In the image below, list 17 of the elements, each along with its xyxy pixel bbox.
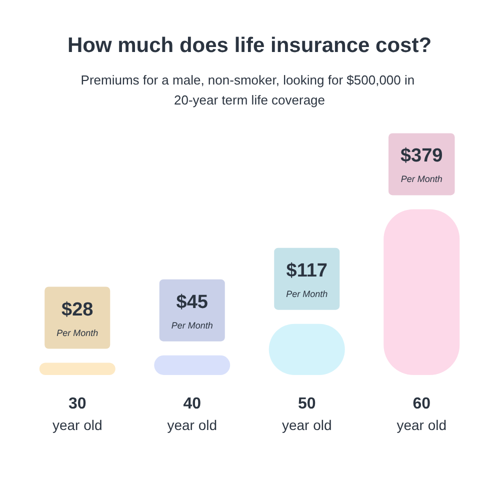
chart-title: How much does life insurance cost? (67, 34, 432, 57)
x-tick-label: 40 year old (167, 396, 218, 433)
data-label: $28 (62, 299, 94, 320)
data-label: $117 (286, 260, 328, 282)
annotation: Per Month (171, 320, 213, 330)
annotation: Per Month (56, 328, 98, 338)
data-label: $379 (400, 146, 443, 167)
x-tick-label: 30 year old (52, 396, 102, 433)
bar (39, 362, 116, 375)
x-tick-label: 50 year old (282, 396, 332, 433)
bar (384, 209, 460, 375)
data-label: $45 (176, 292, 208, 313)
text: Per Month (400, 174, 442, 184)
chart-subtitle: Premiums for a male, non-smoker, looking for $500,000 in 20-year term life coverage (80, 72, 418, 108)
x-tick-label: 60 year old (396, 396, 447, 433)
bar (154, 355, 230, 375)
annotation: Per Month (286, 288, 328, 299)
